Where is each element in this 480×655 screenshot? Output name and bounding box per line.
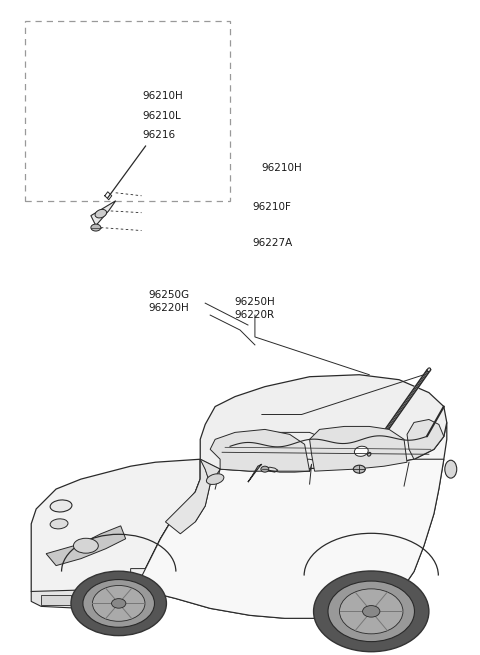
Polygon shape [210,430,310,471]
Ellipse shape [111,599,126,608]
Polygon shape [31,588,148,608]
Ellipse shape [368,453,371,456]
Ellipse shape [427,368,431,371]
Ellipse shape [313,571,429,652]
Text: 96210H: 96210H [142,91,183,102]
Polygon shape [131,504,195,591]
Ellipse shape [353,465,365,473]
Ellipse shape [206,474,224,485]
Ellipse shape [83,580,155,627]
Ellipse shape [71,571,167,635]
Ellipse shape [445,460,457,478]
Ellipse shape [50,500,72,512]
Polygon shape [46,526,126,566]
Text: 96210L: 96210L [142,111,181,121]
Polygon shape [136,422,447,618]
Polygon shape [367,370,431,455]
Polygon shape [91,200,116,225]
Polygon shape [348,440,379,462]
Ellipse shape [328,581,415,642]
Ellipse shape [50,519,68,529]
Polygon shape [166,459,210,534]
Ellipse shape [93,586,145,622]
Polygon shape [200,375,447,471]
Ellipse shape [354,446,368,457]
Ellipse shape [261,466,269,472]
Text: 96220R: 96220R [235,310,275,320]
Ellipse shape [91,224,101,231]
Polygon shape [407,419,444,459]
Text: 96250G: 96250G [148,290,190,300]
Polygon shape [200,459,220,484]
Bar [41,595,71,605]
Ellipse shape [362,606,380,617]
Polygon shape [31,459,200,608]
Text: 96220H: 96220H [148,303,189,313]
Ellipse shape [95,210,107,218]
Polygon shape [310,426,407,471]
Ellipse shape [73,538,98,553]
Bar [25,22,230,200]
Text: 96210H: 96210H [262,163,302,173]
Text: 96216: 96216 [142,130,175,140]
Ellipse shape [339,589,403,634]
Polygon shape [248,464,262,482]
Text: 96227A: 96227A [252,238,292,248]
Text: 96250H: 96250H [235,297,276,307]
Polygon shape [136,459,444,618]
Text: 96210F: 96210F [252,202,291,212]
